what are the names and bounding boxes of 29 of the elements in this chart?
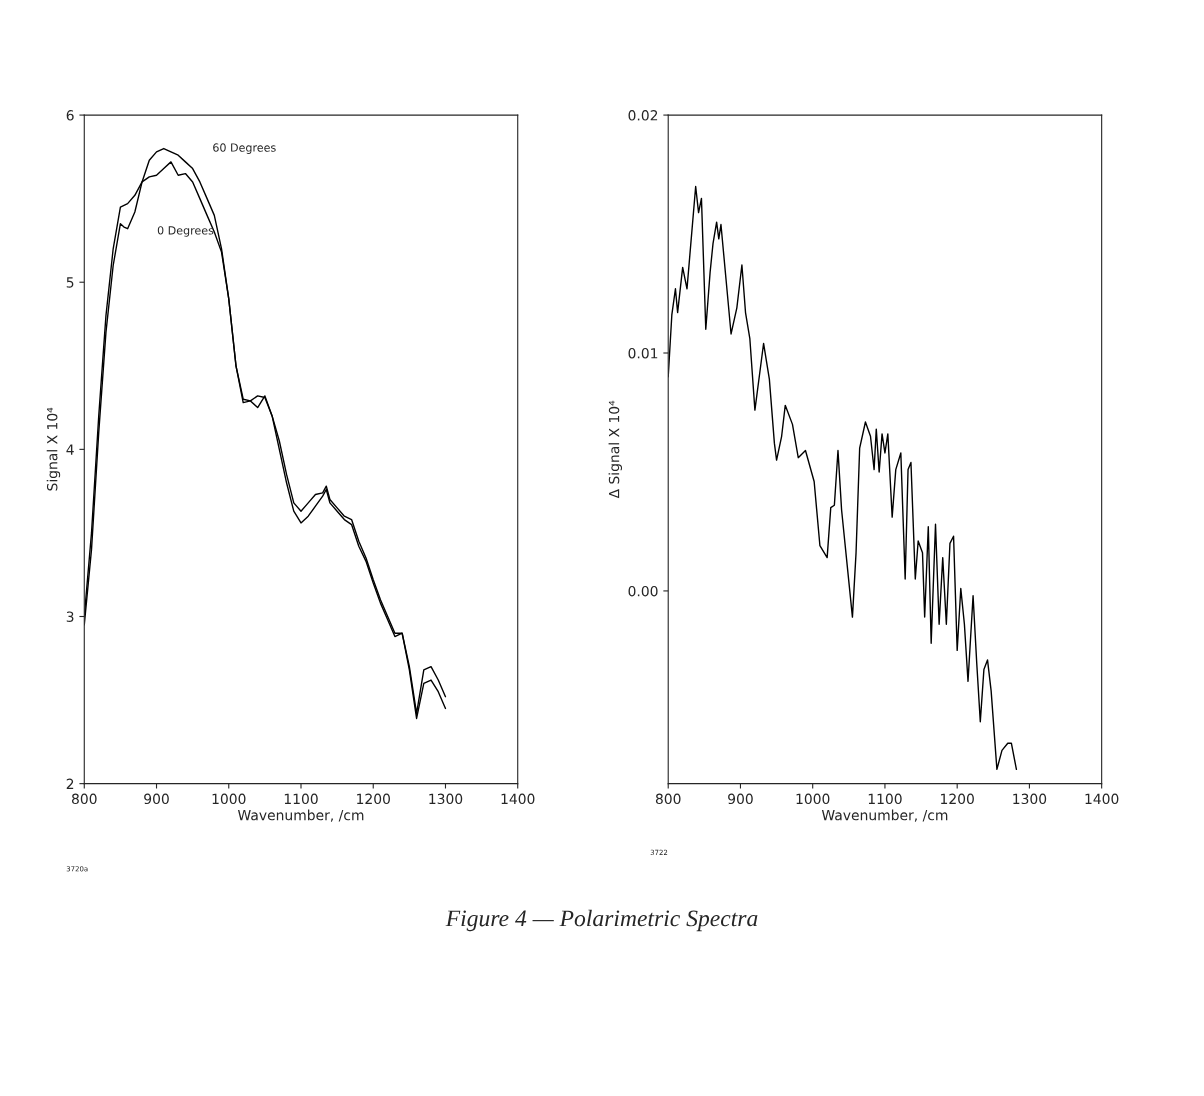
series-label: 0 Degrees — [157, 226, 214, 237]
y-tick-label: 2 — [66, 778, 74, 789]
x-tick-label: 1200 — [941, 793, 974, 805]
x-tick-label: 1000 — [212, 793, 246, 805]
x-tick-label: 1400 — [1085, 793, 1119, 805]
x-tick-label: 900 — [728, 793, 753, 805]
y-axis-title: Δ Signal X 10⁴ — [608, 400, 623, 499]
y-tick-label: 4 — [66, 444, 74, 455]
y-tick-label: 0.00 — [628, 585, 658, 597]
x-tick-label: 900 — [144, 793, 169, 805]
y-axis-title: Signal X 10⁴ — [46, 407, 61, 491]
x-tick-label: 1300 — [429, 793, 463, 805]
y-tick-label: 0.01 — [628, 347, 658, 359]
x-tick-label: 800 — [655, 793, 681, 805]
x-axis-title: Wavenumber, /cm — [237, 809, 364, 822]
x-tick-label: 1100 — [284, 793, 318, 805]
x-tick-label: 800 — [71, 793, 97, 805]
x-tick-label: 1300 — [1013, 793, 1047, 805]
y-tick-label: 0.02 — [628, 110, 658, 121]
caption: Figure 4 — Polarimetric Spectra — [445, 909, 758, 932]
y-tick-label: 3 — [66, 611, 74, 622]
text: 60 Degrees — [213, 143, 276, 154]
x-tick-label: 1400 — [501, 793, 535, 805]
y-tick-label: 6 — [66, 110, 74, 121]
x-tick-label: 1000 — [796, 793, 830, 805]
x-tick-label: 1100 — [868, 793, 902, 805]
x-axis-title: Wavenumber, /cm — [821, 809, 948, 822]
x-tick-label: 1200 — [357, 793, 390, 805]
y-tick-label: 5 — [66, 277, 74, 288]
